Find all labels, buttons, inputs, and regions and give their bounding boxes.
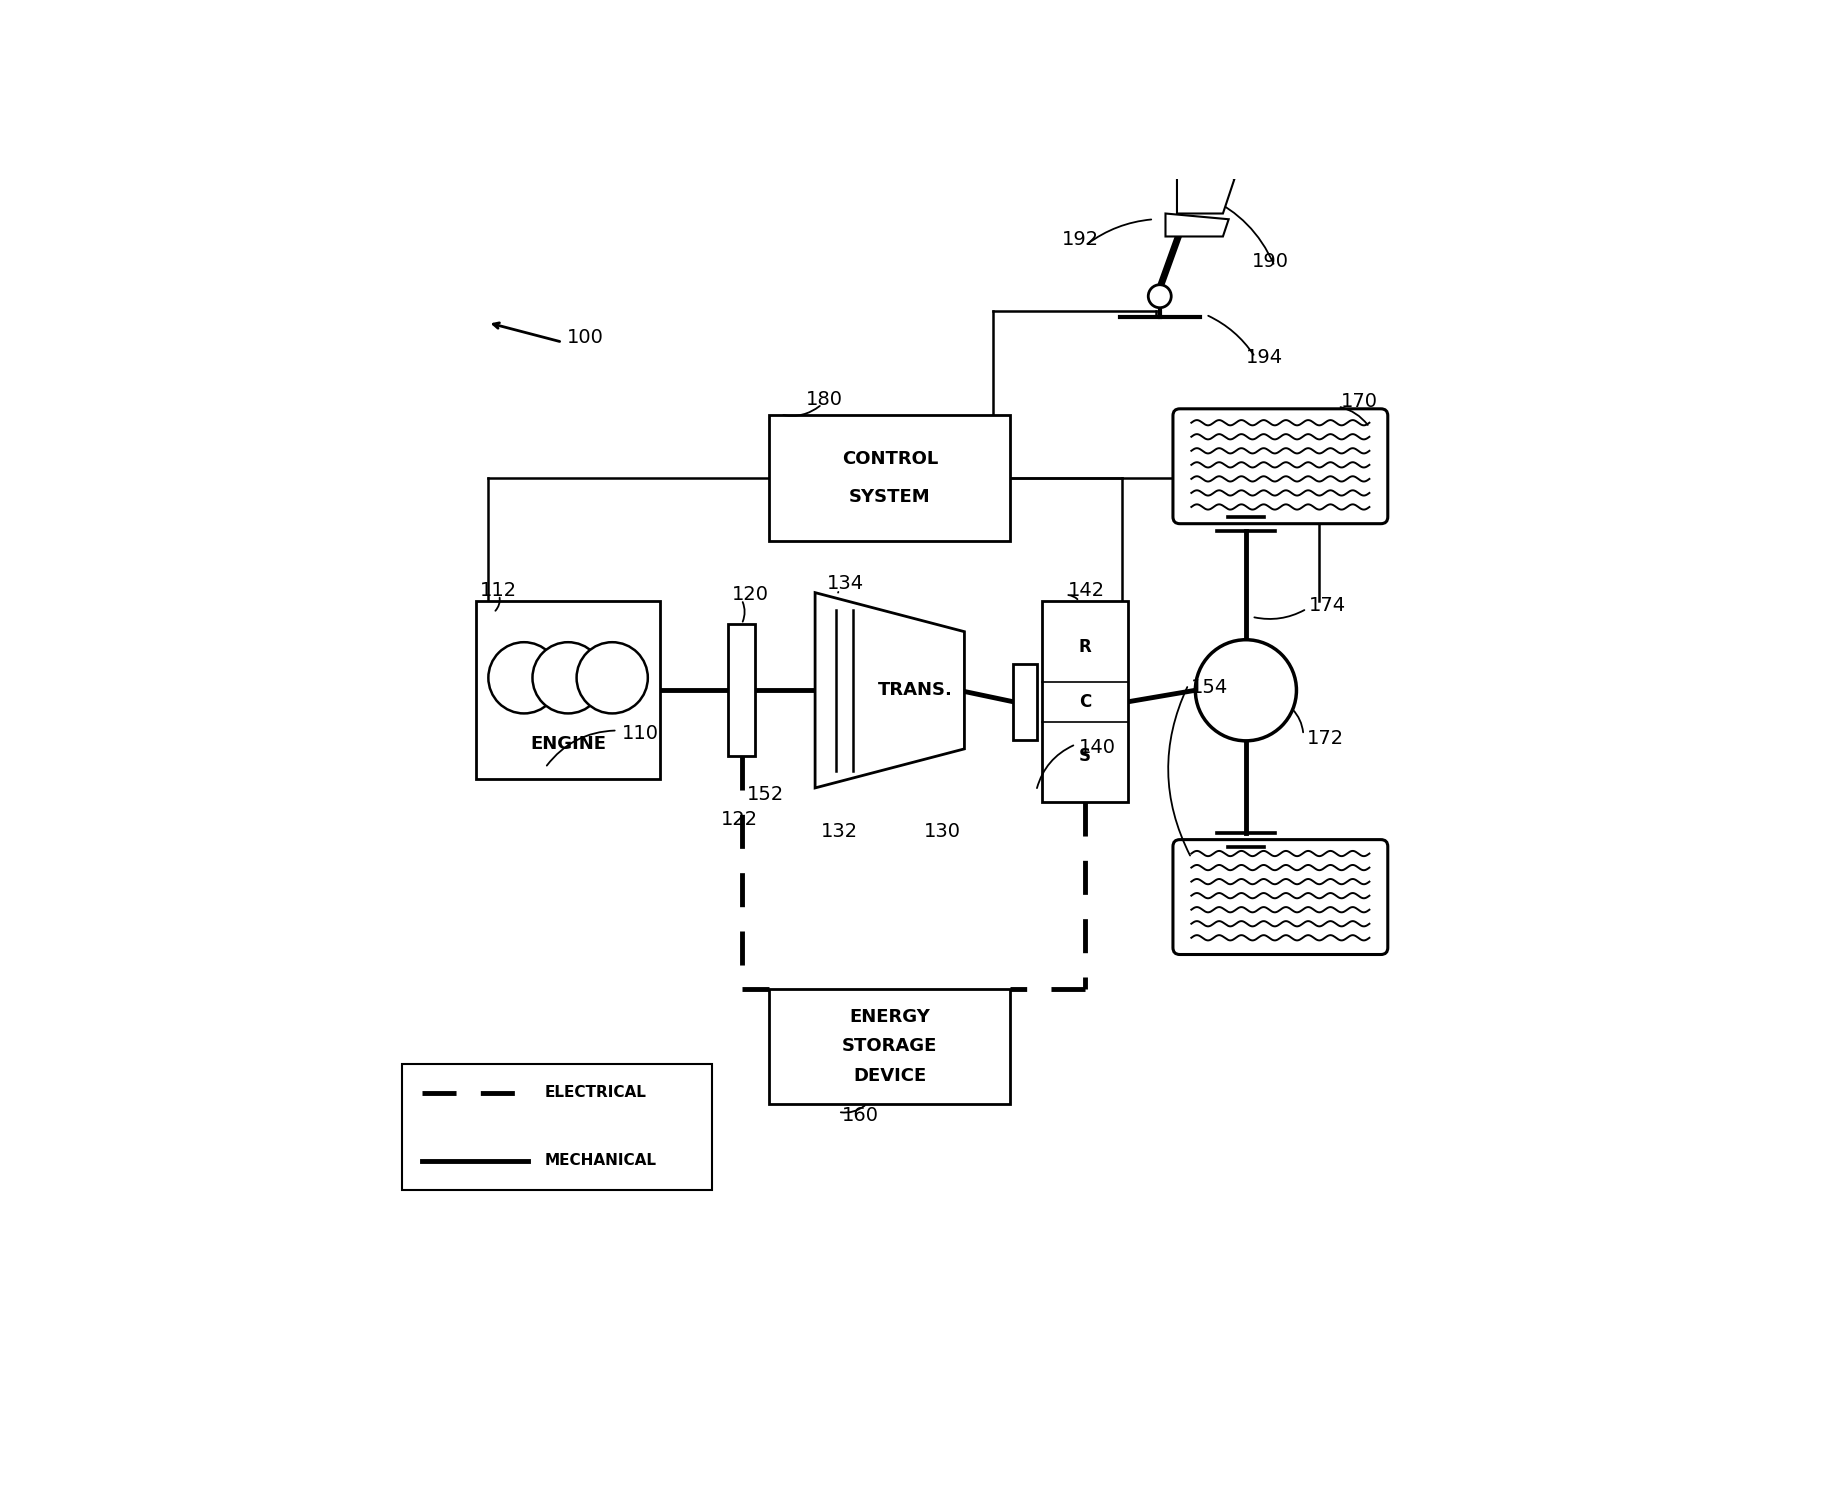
Bar [770,989,1010,1104]
Text: C: C [1078,692,1091,710]
Text: 192: 192 [1062,230,1099,249]
Bar [1042,601,1128,803]
Polygon shape [1165,213,1229,236]
Text: 132: 132 [821,822,858,841]
Text: DEVICE: DEVICE [852,1067,926,1085]
Circle shape [1148,285,1172,307]
Circle shape [577,642,648,713]
Polygon shape [1178,161,1234,213]
Text: 100: 100 [568,328,604,348]
Text: 140: 140 [1080,739,1117,758]
Circle shape [533,642,604,713]
Circle shape [1196,640,1297,742]
FancyBboxPatch shape [1174,409,1387,524]
Text: 152: 152 [748,785,784,804]
Polygon shape [816,592,964,788]
Text: CONTROL: CONTROL [841,449,939,468]
Text: 112: 112 [479,580,516,600]
Text: ENERGY: ENERGY [849,1007,930,1025]
Text: 154: 154 [1190,679,1227,697]
Text: 122: 122 [720,810,759,830]
Text: TRANS.: TRANS. [878,682,952,700]
Text: MECHANICAL: MECHANICAL [546,1153,658,1168]
Bar [727,624,755,756]
Text: STORAGE: STORAGE [841,1037,937,1055]
FancyBboxPatch shape [1174,840,1387,955]
Text: S: S [1078,747,1091,765]
Text: 190: 190 [1251,252,1288,272]
Text: 120: 120 [733,585,770,604]
Text: 130: 130 [924,822,961,841]
Text: 180: 180 [806,389,843,409]
Bar [1014,664,1038,740]
Text: 174: 174 [1310,595,1347,615]
Circle shape [489,642,560,713]
Bar [402,1064,711,1191]
Bar [476,601,659,779]
Text: 134: 134 [827,574,863,592]
Text: 172: 172 [1306,730,1345,747]
Text: R: R [1078,639,1091,656]
Text: ELECTRICAL: ELECTRICAL [546,1085,647,1100]
Text: 194: 194 [1245,348,1282,367]
Bar [770,415,1010,542]
Text: 160: 160 [841,1106,878,1125]
Text: 142: 142 [1067,580,1106,600]
Text: ENGINE: ENGINE [531,734,606,752]
Text: 110: 110 [623,725,659,743]
Text: SYSTEM: SYSTEM [849,488,931,506]
Text: 170: 170 [1341,392,1378,412]
